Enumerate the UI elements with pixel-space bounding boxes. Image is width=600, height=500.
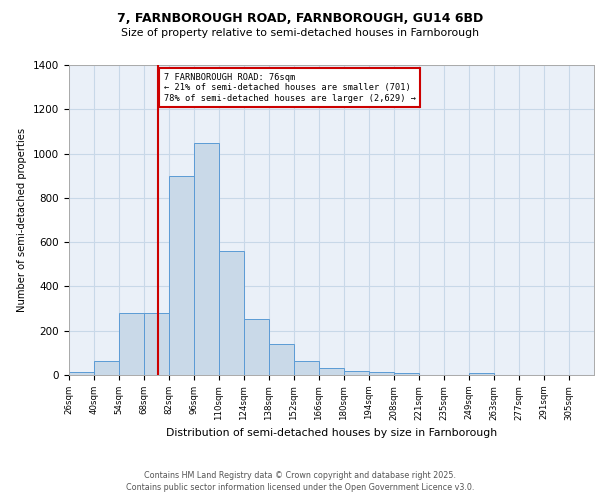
Bar [319, 368, 344, 375]
Text: Size of property relative to semi-detached houses in Farnborough: Size of property relative to semi-detach… [121, 28, 479, 38]
Text: 7, FARNBOROUGH ROAD, FARNBOROUGH, GU14 6BD: 7, FARNBOROUGH ROAD, FARNBOROUGH, GU14 6… [117, 12, 483, 26]
Bar [294, 360, 319, 375]
Bar [269, 344, 294, 375]
Bar [394, 373, 419, 375]
Y-axis label: Number of semi-detached properties: Number of semi-detached properties [17, 128, 28, 312]
X-axis label: Distribution of semi-detached houses by size in Farnborough: Distribution of semi-detached houses by … [166, 428, 497, 438]
Bar [144, 313, 169, 375]
Bar [119, 313, 144, 375]
Text: 7 FARNBOROUGH ROAD: 76sqm
← 21% of semi-detached houses are smaller (701)
78% of: 7 FARNBOROUGH ROAD: 76sqm ← 21% of semi-… [163, 72, 415, 102]
Bar [219, 251, 244, 375]
Bar [244, 318, 269, 375]
Bar [469, 373, 494, 375]
Bar [369, 372, 394, 375]
Bar [344, 370, 369, 375]
Bar [94, 360, 119, 375]
Bar [169, 176, 194, 375]
Text: Contains HM Land Registry data © Crown copyright and database right 2025.
Contai: Contains HM Land Registry data © Crown c… [126, 471, 474, 492]
Bar [194, 142, 219, 375]
Bar [69, 372, 94, 375]
